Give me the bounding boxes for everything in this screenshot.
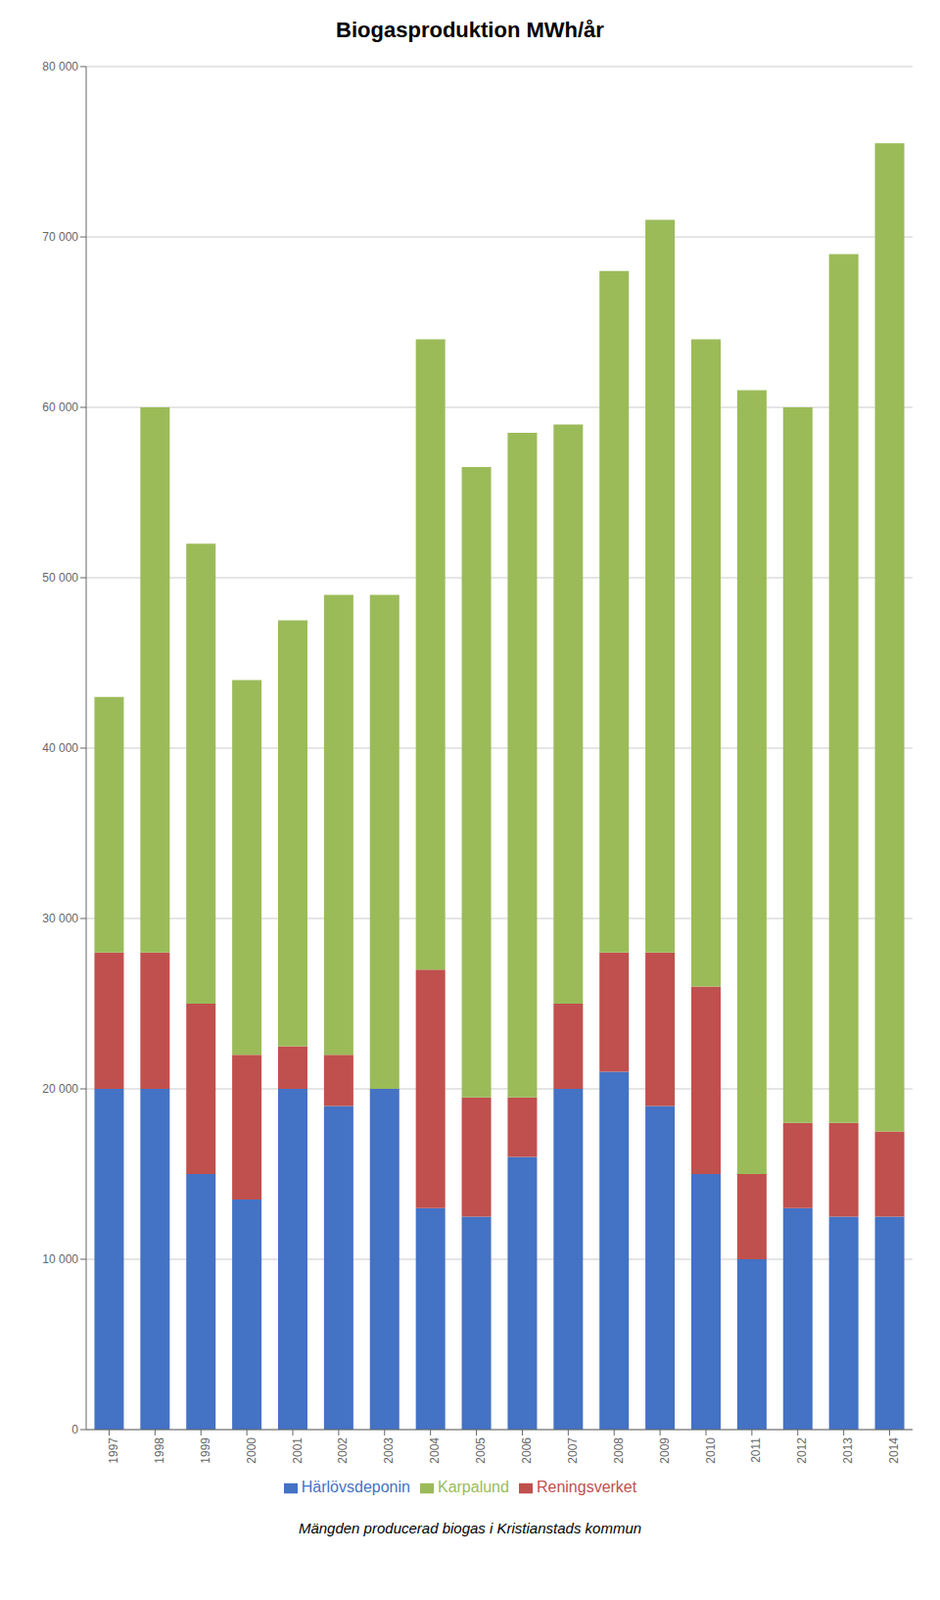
- svg-text:2001: 2001: [290, 1437, 305, 1464]
- html-text:Reningsverket: Reningsverket: [536, 1478, 637, 1496]
- svg-text:2002: 2002: [335, 1437, 350, 1464]
- svg-text:1998: 1998: [152, 1437, 167, 1464]
- html-text:Härlövsdeponin: Härlövsdeponin: [301, 1478, 411, 1496]
- svg-text:50 000: 50 000: [42, 570, 79, 585]
- svg-text:30 000: 30 000: [42, 911, 79, 926]
- html-text:Mängden producerad biogas i Kr: Mängden producerad biogas i Kristianstad…: [298, 1519, 642, 1537]
- svg-text:2005: 2005: [473, 1437, 488, 1464]
- svg-text:2011: 2011: [749, 1437, 763, 1463]
- svg-text:2004: 2004: [427, 1437, 442, 1464]
- svg-text:2013: 2013: [841, 1437, 855, 1464]
- html-text:Karpalund: Karpalund: [437, 1478, 510, 1496]
- svg-text:2007: 2007: [565, 1437, 580, 1464]
- svg-text:2006: 2006: [519, 1437, 534, 1464]
- svg-text:10 000: 10 000: [42, 1252, 79, 1267]
- svg-text:1997: 1997: [106, 1437, 121, 1464]
- svg-text:20 000: 20 000: [42, 1081, 79, 1096]
- svg-text:60 000: 60 000: [42, 400, 79, 415]
- svg-text:2014: 2014: [887, 1437, 901, 1464]
- svg-text:2008: 2008: [611, 1437, 626, 1464]
- svg-text:70 000: 70 000: [42, 230, 79, 244]
- svg-text:40 000: 40 000: [42, 741, 79, 755]
- svg-text:2000: 2000: [244, 1437, 259, 1464]
- svg-text:2009: 2009: [658, 1437, 672, 1464]
- svg-text:1999: 1999: [198, 1437, 213, 1464]
- html-text:Biogasproduktion MWh/år: Biogasproduktion MWh/år: [335, 17, 605, 43]
- svg-text:80 000: 80 000: [42, 59, 79, 74]
- svg-text:0: 0: [71, 1422, 79, 1437]
- svg-text:2012: 2012: [795, 1437, 809, 1464]
- svg-text:2003: 2003: [381, 1437, 396, 1464]
- svg-text:2010: 2010: [704, 1437, 718, 1464]
